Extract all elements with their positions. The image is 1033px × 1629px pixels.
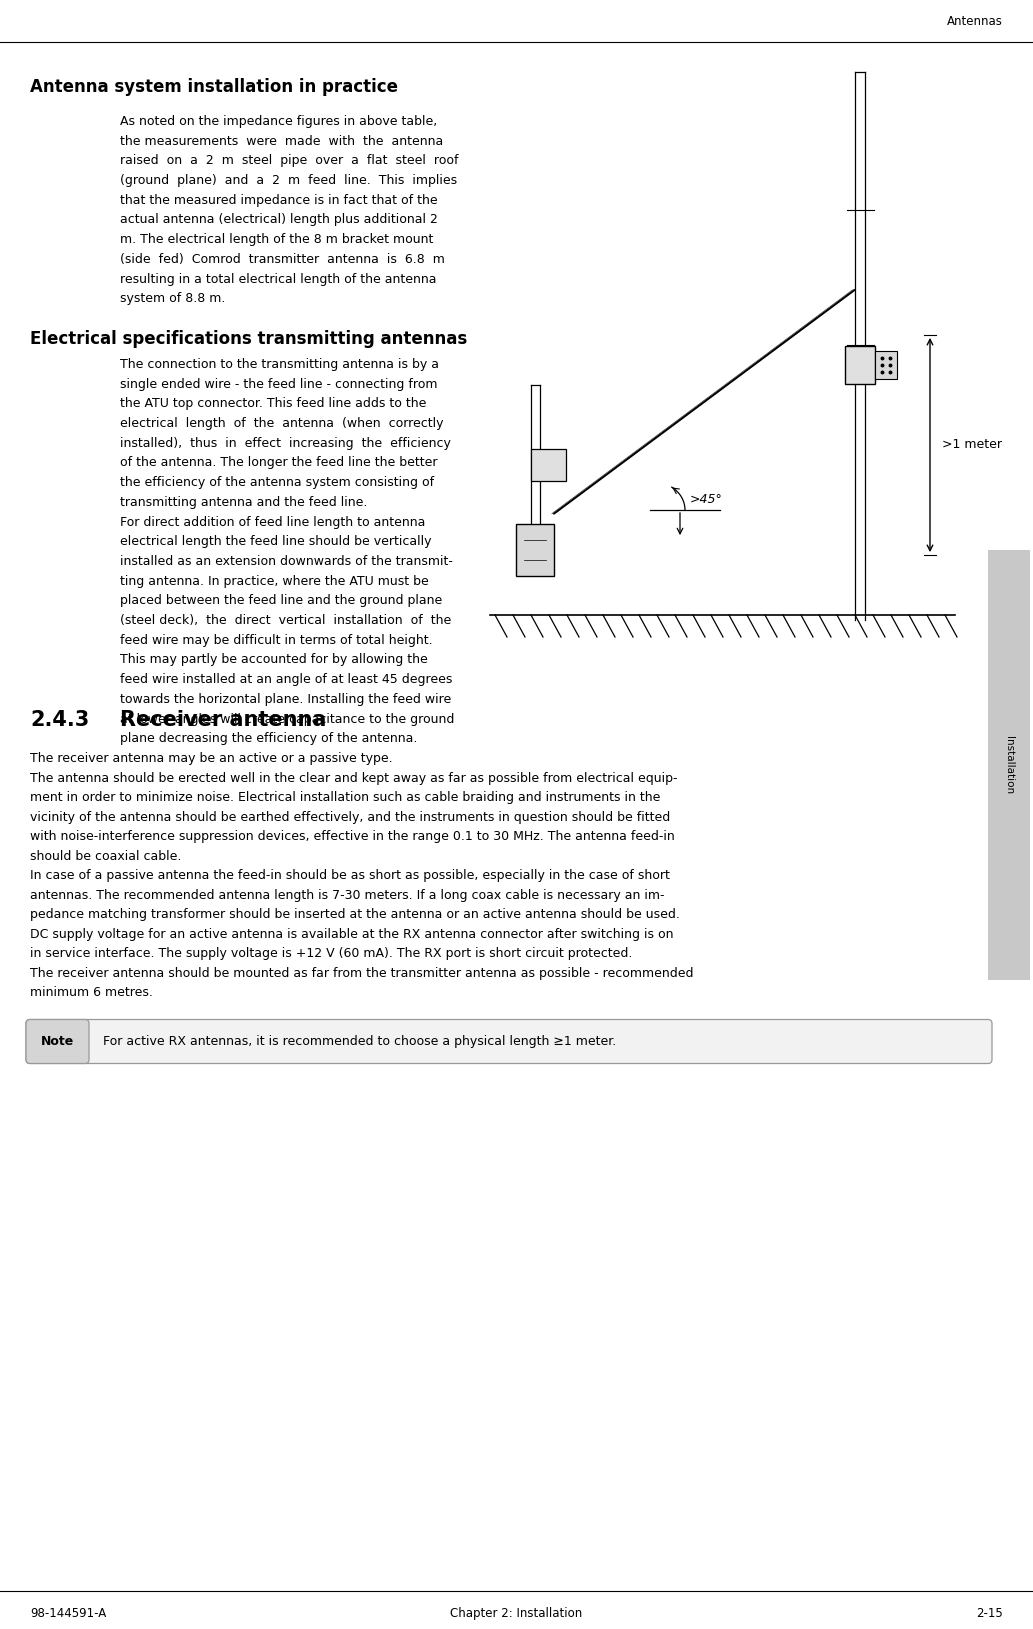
Bar: [531, 450, 566, 481]
Text: The receiver antenna should be mounted as far from the transmitter antenna as po: The receiver antenna should be mounted a…: [30, 966, 693, 979]
Text: Antenna system installation in practice: Antenna system installation in practice: [30, 78, 398, 96]
Text: 2-15: 2-15: [976, 1606, 1003, 1619]
Text: 98-144591-A: 98-144591-A: [30, 1606, 106, 1619]
Bar: [875, 350, 897, 380]
Text: the efficiency of the antenna system consisting of: the efficiency of the antenna system con…: [120, 476, 434, 489]
Text: plane decreasing the efficiency of the antenna.: plane decreasing the efficiency of the a…: [120, 733, 417, 746]
Text: placed between the feed line and the ground plane: placed between the feed line and the gro…: [120, 595, 442, 608]
Text: antennas. The recommended antenna length is 7-30 meters. If a long coax cable is: antennas. The recommended antenna length…: [30, 888, 664, 901]
Text: electrical length the feed line should be vertically: electrical length the feed line should b…: [120, 536, 432, 549]
Text: resulting in a total electrical length of the antenna: resulting in a total electrical length o…: [120, 272, 437, 285]
Text: As noted on the impedance figures in above table,: As noted on the impedance figures in abo…: [120, 116, 437, 129]
Text: towards the horizontal plane. Installing the feed wire: towards the horizontal plane. Installing…: [120, 692, 451, 705]
Text: (side  fed)  Comrod  transmitter  antenna  is  6.8  m: (side fed) Comrod transmitter antenna is…: [120, 252, 445, 266]
Text: In case of a passive antenna the feed-in should be as short as possible, especia: In case of a passive antenna the feed-in…: [30, 868, 669, 881]
Text: For direct addition of feed line length to antenna: For direct addition of feed line length …: [120, 516, 426, 528]
Text: installed),  thus  in  effect  increasing  the  efficiency: installed), thus in effect increasing th…: [120, 437, 450, 450]
Text: system of 8.8 m.: system of 8.8 m.: [120, 292, 225, 305]
Text: at lower angles will create capacitance to the ground: at lower angles will create capacitance …: [120, 712, 455, 725]
Text: m. The electrical length of the 8 m bracket mount: m. The electrical length of the 8 m brac…: [120, 233, 434, 246]
Text: minimum 6 metres.: minimum 6 metres.: [30, 986, 153, 999]
Text: transmitting antenna and the feed line.: transmitting antenna and the feed line.: [120, 495, 368, 508]
Text: Receiver antenna: Receiver antenna: [120, 710, 326, 730]
Text: This may partly be accounted for by allowing the: This may partly be accounted for by allo…: [120, 653, 428, 666]
Text: electrical  length  of  the  antenna  (when  correctly: electrical length of the antenna (when c…: [120, 417, 443, 430]
Text: (steel deck),  the  direct  vertical  installation  of  the: (steel deck), the direct vertical instal…: [120, 614, 451, 627]
Text: >1 meter: >1 meter: [942, 438, 1002, 451]
FancyBboxPatch shape: [26, 1020, 89, 1064]
Text: DC supply voltage for an active antenna is available at the RX antenna connector: DC supply voltage for an active antenna …: [30, 927, 674, 940]
Text: single ended wire - the feed line - connecting from: single ended wire - the feed line - conn…: [120, 378, 438, 391]
Text: the measurements  were  made  with  the  antenna: the measurements were made with the ante…: [120, 135, 443, 148]
Text: feed wire installed at an angle of at least 45 degrees: feed wire installed at an angle of at le…: [120, 673, 452, 686]
Text: raised  on  a  2  m  steel  pipe  over  a  flat  steel  roof: raised on a 2 m steel pipe over a flat s…: [120, 155, 459, 168]
Text: should be coaxial cable.: should be coaxial cable.: [30, 849, 182, 862]
Bar: [516, 525, 554, 577]
Text: Antennas: Antennas: [947, 15, 1003, 28]
FancyBboxPatch shape: [26, 1020, 992, 1064]
Bar: [988, 551, 1030, 981]
Text: feed wire may be difficult in terms of total height.: feed wire may be difficult in terms of t…: [120, 634, 433, 647]
Text: of the antenna. The longer the feed line the better: of the antenna. The longer the feed line…: [120, 456, 438, 469]
Text: ting antenna. In practice, where the ATU must be: ting antenna. In practice, where the ATU…: [120, 575, 429, 588]
Text: actual antenna (electrical) length plus additional 2: actual antenna (electrical) length plus …: [120, 213, 438, 226]
Text: vicinity of the antenna should be earthed effectively, and the instruments in qu: vicinity of the antenna should be earthe…: [30, 811, 670, 824]
Text: with noise-interference suppression devices, effective in the range 0.1 to 30 MH: with noise-interference suppression devi…: [30, 831, 675, 842]
Text: >45°: >45°: [690, 494, 723, 507]
Text: the ATU top connector. This feed line adds to the: the ATU top connector. This feed line ad…: [120, 397, 427, 411]
Text: For active RX antennas, it is recommended to choose a physical length ≥1 meter.: For active RX antennas, it is recommende…: [103, 1034, 617, 1047]
Text: Note: Note: [41, 1034, 74, 1047]
Bar: [470, 65, 975, 679]
Text: pedance matching transformer should be inserted at the antenna or an active ante: pedance matching transformer should be i…: [30, 907, 680, 920]
Bar: [845, 345, 875, 384]
Text: 2.4.3: 2.4.3: [30, 710, 89, 730]
Text: Electrical specifications transmitting antennas: Electrical specifications transmitting a…: [30, 331, 467, 349]
Text: Chapter 2: Installation: Chapter 2: Installation: [450, 1606, 583, 1619]
Text: ment in order to minimize noise. Electrical installation such as cable braiding : ment in order to minimize noise. Electri…: [30, 792, 660, 805]
Text: that the measured impedance is in fact that of the: that the measured impedance is in fact t…: [120, 194, 438, 207]
Text: The connection to the transmitting antenna is by a: The connection to the transmitting anten…: [120, 358, 439, 371]
Text: (ground  plane)  and  a  2  m  feed  line.  This  implies: (ground plane) and a 2 m feed line. This…: [120, 174, 458, 187]
Text: in service interface. The supply voltage is +12 V (60 mA). The RX port is short : in service interface. The supply voltage…: [30, 946, 632, 959]
Text: The antenna should be erected well in the clear and kept away as far as possible: The antenna should be erected well in th…: [30, 772, 678, 785]
Text: installed as an extension downwards of the transmit-: installed as an extension downwards of t…: [120, 555, 452, 569]
Text: The receiver antenna may be an active or a passive type.: The receiver antenna may be an active or…: [30, 753, 393, 766]
Text: Installation: Installation: [1004, 736, 1014, 793]
